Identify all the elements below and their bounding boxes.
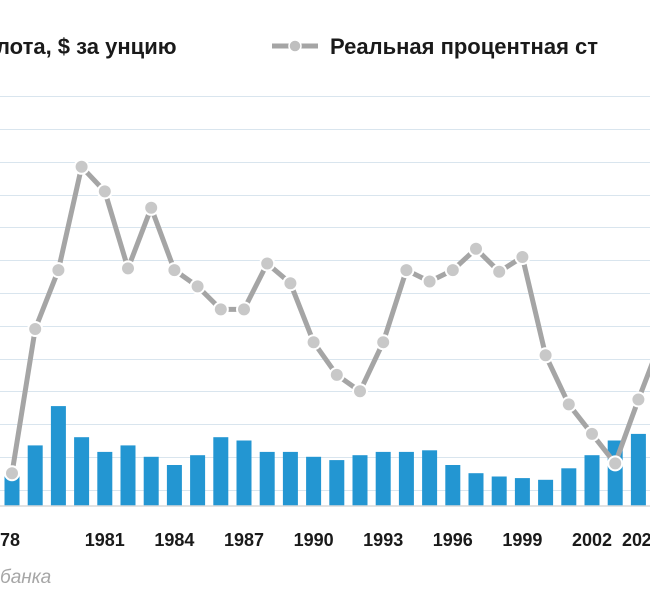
x-tick-label: 2005 [642, 530, 650, 550]
line-point-1983 [143, 199, 160, 216]
x-tick-label: 2002 [572, 530, 612, 550]
bar-1987 [236, 440, 252, 506]
line-point-1997 [468, 240, 484, 257]
bar-1996 [445, 465, 461, 506]
bar-1997 [468, 473, 484, 506]
line-point-1981 [96, 183, 113, 200]
line-point-1985 [189, 278, 206, 295]
line-point-1990 [305, 334, 322, 351]
bar-1989 [282, 451, 298, 506]
bar-1980 [74, 437, 90, 506]
line-point-1979 [50, 262, 67, 279]
bar-1982 [120, 445, 136, 506]
line-point-1984 [166, 262, 183, 279]
line-point-1987 [236, 301, 252, 318]
line-point-1993 [375, 334, 392, 351]
line-point-1996 [444, 262, 461, 279]
line-point-1991 [328, 366, 345, 383]
bar-1977 [4, 473, 20, 506]
bar-1991 [329, 460, 345, 506]
legend-label-line-series: Реальная процентная ст [330, 34, 598, 59]
bar-2000 [538, 479, 554, 506]
x-tick-label: 20 [622, 530, 642, 550]
line-point-1986 [212, 301, 229, 318]
legend: лота, $ за унцию Реальная процентная ст [0, 34, 598, 59]
source-note: банка [0, 567, 51, 588]
x-tick-label: 1981 [85, 530, 125, 550]
bar-1981 [97, 451, 113, 506]
bar-2001 [561, 468, 577, 506]
bar-1984 [166, 465, 182, 506]
line-path [9, 164, 650, 474]
bar-1979 [50, 406, 66, 506]
legend-label-bar-series: лота, $ за унцию [0, 34, 177, 59]
line-point-1988 [259, 255, 276, 272]
line-point-2000 [537, 347, 554, 364]
bar-series [4, 406, 646, 506]
line-point-2002 [584, 425, 600, 442]
line-point-1992 [352, 383, 368, 400]
x-tick-label: 78 [0, 530, 20, 550]
bar-1994 [398, 451, 414, 506]
bar-1993 [375, 451, 391, 506]
x-tick-label: 1984 [154, 530, 194, 550]
legend-line-marker [288, 39, 302, 53]
line-point-1980 [73, 158, 90, 175]
line-point-2003 [607, 455, 624, 472]
line-point-1982 [120, 260, 136, 277]
line-series [4, 158, 650, 482]
x-tick-label: 1990 [294, 530, 334, 550]
line-point-2004 [630, 391, 647, 408]
gridlines [0, 96, 650, 491]
bar-1995 [422, 450, 438, 506]
bar-1992 [352, 455, 368, 506]
bar-1988 [259, 451, 275, 506]
x-tick-label: 1999 [502, 530, 542, 550]
bar-1978 [27, 445, 43, 506]
x-tick-label: 1987 [224, 530, 264, 550]
x-tick-labels: 78 1981 1984 1987 1990 1993 1996 1999 2002 200520 [0, 530, 650, 550]
bar-1990 [306, 456, 322, 506]
line-point-1995 [421, 273, 438, 290]
bar-1998 [491, 476, 507, 506]
x-tick-label: 1996 [433, 530, 473, 550]
bar-2002 [584, 455, 600, 506]
line-point-2001 [560, 396, 577, 413]
x-tick-label: 1993 [363, 530, 403, 550]
line-point-1994 [398, 262, 415, 279]
line-point-1998 [491, 263, 508, 280]
line-point-1999 [514, 249, 531, 265]
bar-1986 [213, 437, 229, 506]
bar-1983 [143, 456, 159, 506]
line-point-1977 [4, 465, 20, 482]
bar-1999 [514, 478, 530, 506]
bar-2004 [630, 433, 646, 506]
bar-1985 [190, 455, 206, 506]
line-point-1978 [27, 321, 44, 337]
line-point-1989 [282, 275, 299, 292]
